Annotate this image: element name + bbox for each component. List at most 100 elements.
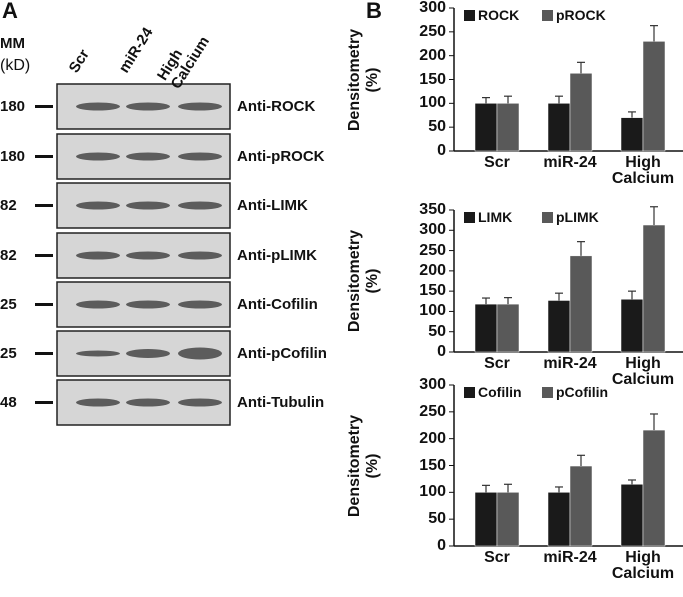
blot-band — [178, 251, 222, 260]
y-tick-label: 100 — [419, 483, 446, 501]
y-tick-label: 300 — [419, 376, 446, 393]
legend-label: pROCK — [556, 7, 606, 23]
blot-band — [126, 349, 170, 358]
blot-band — [76, 152, 120, 161]
bar — [496, 103, 520, 152]
mm-label: MM — [0, 35, 25, 52]
y-tick-label: 200 — [419, 261, 446, 279]
marker-label: 180 — [0, 147, 26, 165]
bar — [496, 303, 520, 353]
y-tick-label: 200 — [419, 46, 446, 64]
legend-swatch — [464, 212, 475, 223]
y-tick-label: 50 — [428, 510, 446, 528]
y-tick-label: 0 — [437, 343, 446, 360]
y-tick-label: 0 — [437, 142, 446, 159]
bar — [620, 484, 644, 547]
legend-label: pCofilin — [556, 384, 609, 400]
blot-band — [76, 201, 120, 210]
legend-label: Cofilin — [478, 384, 522, 400]
antibody-label: Anti-pCofilin — [237, 344, 327, 362]
blot-band — [178, 201, 222, 210]
blot-band — [178, 152, 222, 161]
antibody-label: Anti-ROCK — [237, 97, 316, 115]
y-tick-label: 100 — [419, 94, 446, 112]
panel-label: A — [2, 0, 18, 23]
unit-label: (kD) — [0, 57, 31, 74]
y-tick-label: 50 — [428, 322, 446, 340]
bar — [642, 224, 666, 353]
y-tick-label: 300 — [419, 221, 446, 239]
y-axis-label: Densitometry (%) — [346, 414, 381, 517]
panel-label: B — [366, 0, 382, 23]
blot-band — [178, 347, 222, 360]
bar — [569, 73, 593, 152]
y-tick-label: 350 — [419, 201, 446, 218]
legend-label: LIMK — [478, 209, 513, 225]
x-tick-label: Scr — [484, 154, 510, 171]
y-tick-label: 250 — [419, 241, 446, 259]
marker-label: 25 — [0, 344, 17, 362]
y-tick-label: 150 — [419, 70, 446, 88]
blot-band — [76, 350, 120, 357]
marker-label: 82 — [0, 196, 17, 214]
blot-band — [76, 398, 120, 407]
y-axis-label: Densitometry (%) — [346, 229, 381, 333]
marker-label: 82 — [0, 246, 17, 264]
antibody-label: Anti-pLIMK — [237, 246, 317, 264]
bar — [496, 492, 520, 547]
blot-band — [76, 300, 120, 309]
blot-band — [126, 300, 170, 309]
bar — [547, 300, 571, 353]
marker-label: 180 — [0, 97, 26, 115]
x-tick-label: High Calcium — [611, 549, 675, 582]
y-tick-label: 250 — [419, 402, 446, 420]
blot-band — [126, 152, 170, 161]
blot-band — [126, 398, 170, 407]
blot-band — [126, 201, 170, 210]
blot-band — [178, 398, 222, 407]
y-tick-label: 0 — [437, 537, 446, 554]
antibody-label: Anti-Cofilin — [237, 295, 318, 313]
marker-label: 25 — [0, 295, 17, 313]
legend-swatch — [464, 10, 475, 21]
legend-label: pLIMK — [556, 209, 599, 225]
legend-swatch — [542, 212, 553, 223]
legend-swatch — [542, 387, 553, 398]
blot-band — [76, 102, 120, 111]
bar — [474, 492, 498, 547]
y-tick-label: 250 — [419, 22, 446, 40]
bar — [547, 103, 571, 152]
y-tick-label: 200 — [419, 429, 446, 447]
y-tick-label: 300 — [419, 0, 446, 16]
blot-band — [178, 300, 222, 309]
bar — [569, 465, 593, 547]
x-tick-label: miR-24 — [543, 154, 597, 171]
bar — [620, 117, 644, 152]
blot-band — [76, 251, 120, 260]
blot-band — [126, 102, 170, 111]
antibody-label: Anti-LIMK — [237, 196, 308, 214]
y-tick-label: 100 — [419, 302, 446, 320]
legend-label: ROCK — [478, 7, 520, 23]
bar — [474, 103, 498, 152]
x-tick-label: miR-24 — [543, 549, 597, 566]
blot-band — [126, 251, 170, 260]
x-tick-label: High Calcium — [611, 154, 675, 187]
legend-swatch — [542, 10, 553, 21]
bar — [569, 255, 593, 353]
x-tick-label: Scr — [484, 549, 510, 566]
blot-band — [178, 102, 222, 111]
marker-label: 48 — [0, 393, 17, 411]
antibody-label: Anti-pROCK — [237, 147, 325, 165]
y-tick-label: 150 — [419, 456, 446, 474]
y-tick-label: 150 — [419, 282, 446, 300]
x-tick-label: Scr — [484, 355, 510, 372]
bar — [642, 41, 666, 152]
antibody-label: Anti-Tubulin — [237, 393, 325, 411]
y-axis-label: Densitometry (%) — [346, 28, 381, 131]
bar — [620, 299, 644, 353]
x-tick-label: High Calcium — [611, 355, 675, 388]
bar — [474, 303, 498, 353]
